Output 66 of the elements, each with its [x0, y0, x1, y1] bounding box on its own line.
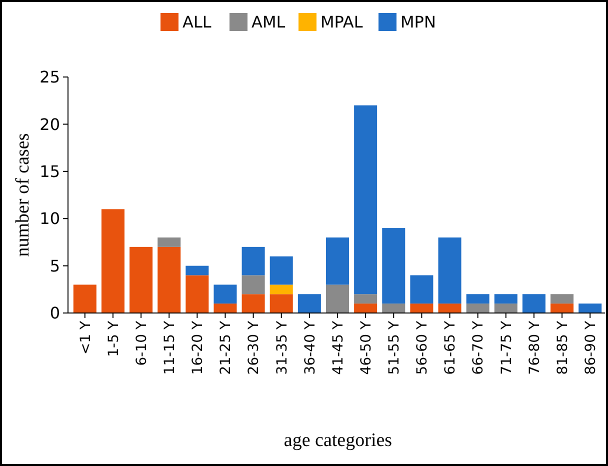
- legend-label: MPN: [400, 12, 436, 32]
- x-axis-title: age categories: [284, 430, 392, 451]
- legend-label: MPAL: [320, 12, 363, 32]
- bar: [270, 284, 293, 294]
- bar: [242, 246, 265, 276]
- bar: [354, 294, 378, 304]
- bar: [158, 246, 181, 313]
- y-tick-label: 5: [50, 256, 60, 276]
- bar: [354, 105, 378, 294]
- x-tick-label: 56-60 Y: [414, 320, 431, 375]
- bar: [354, 304, 378, 313]
- bar: [270, 294, 293, 313]
- x-tick-label: 51-55 Y: [386, 320, 403, 375]
- bar: [410, 304, 434, 313]
- y-tick-label: 0: [50, 304, 60, 323]
- x-tick-label: 6-10 Y: [134, 320, 150, 366]
- bar: [214, 304, 237, 313]
- bar: [270, 256, 293, 285]
- bar: [522, 294, 546, 313]
- bar: [578, 304, 602, 313]
- bar: [382, 228, 406, 304]
- legend-label: ALL: [182, 12, 212, 32]
- bar: [326, 284, 350, 313]
- legend-label: AML: [252, 12, 286, 32]
- bar: [550, 294, 574, 304]
- x-tick-label: 76-80 Y: [526, 320, 543, 375]
- bar: [242, 275, 265, 294]
- bar: [494, 294, 518, 304]
- bar: [242, 294, 265, 313]
- bar: [438, 237, 462, 304]
- x-tick-label: 36-40 Y: [302, 320, 318, 375]
- bar: [438, 304, 462, 313]
- x-tick-label: <1 Y: [78, 320, 94, 355]
- y-tick-label: 15: [40, 162, 60, 181]
- bar: [466, 294, 490, 304]
- x-tick-label: 26-30 Y: [246, 320, 262, 375]
- x-tick-label: 1-5 Y: [106, 320, 122, 357]
- x-tick-label: 11-15 Y: [162, 320, 178, 375]
- x-tick-label: 41-45 Y: [330, 320, 346, 375]
- x-tick-label: 81-85 Y: [554, 320, 571, 375]
- bar: [326, 237, 350, 285]
- bar: [382, 304, 406, 313]
- bar: [101, 209, 124, 313]
- y-tick-label: 20: [40, 114, 60, 134]
- y-axis-title: number of cases: [12, 133, 34, 257]
- x-tick-label: 71-75 Y: [498, 320, 515, 375]
- x-tick-label: 16-20 Y: [190, 320, 206, 375]
- bar: [410, 275, 434, 304]
- x-tick-label: 31-35 Y: [274, 320, 290, 375]
- bar: [298, 294, 321, 313]
- bar: [130, 246, 153, 313]
- y-tick-label: 10: [40, 209, 60, 228]
- bar: [214, 284, 237, 304]
- x-tick-label: 86-90 Y: [582, 320, 599, 375]
- x-tick-label: 61-65 Y: [442, 320, 459, 375]
- y-tick-label: 25: [40, 68, 60, 87]
- x-tick-label: 21-25 Y: [218, 320, 234, 375]
- x-tick-label: 46-50 Y: [358, 320, 374, 375]
- bar: [466, 304, 490, 313]
- x-tick-label: 66-70 Y: [470, 320, 487, 375]
- bar: [494, 304, 518, 313]
- bar: [550, 304, 574, 313]
- bar: [73, 284, 96, 313]
- bar: [186, 266, 209, 276]
- bar: [186, 275, 209, 313]
- bar: [158, 237, 181, 247]
